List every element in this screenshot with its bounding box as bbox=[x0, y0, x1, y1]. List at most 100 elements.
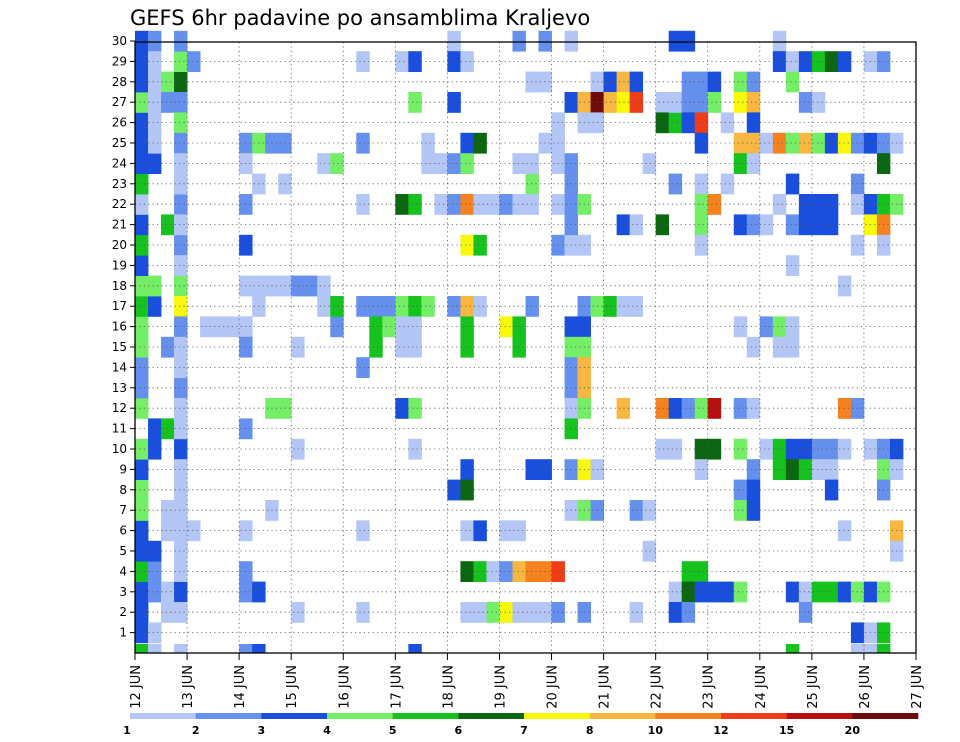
heatmap-cell bbox=[759, 214, 774, 236]
heatmap-cell bbox=[460, 296, 474, 317]
heatmap-cell bbox=[512, 153, 526, 174]
heatmap-cell bbox=[707, 71, 722, 93]
heatmap-cell bbox=[785, 214, 800, 236]
heatmap-cell bbox=[135, 194, 149, 215]
heatmap-cell bbox=[629, 71, 644, 93]
heatmap-cell bbox=[798, 438, 813, 460]
heatmap-cell bbox=[616, 398, 631, 419]
heatmap-cell bbox=[655, 112, 670, 134]
y-tick-label: 21 bbox=[112, 218, 127, 232]
heatmap-cell bbox=[499, 316, 513, 338]
heatmap-cell bbox=[408, 194, 422, 215]
heatmap-cell bbox=[148, 622, 162, 644]
heatmap-cell bbox=[135, 540, 149, 562]
colorbar-segment bbox=[852, 713, 919, 719]
heatmap-cell bbox=[135, 316, 149, 338]
colorbar-segment bbox=[392, 713, 459, 719]
y-tick-label: 1 bbox=[119, 626, 127, 640]
heatmap-cell bbox=[460, 479, 474, 501]
colorbar-label: 1 bbox=[123, 724, 131, 737]
heatmap-cell bbox=[785, 71, 800, 93]
heatmap-cell bbox=[395, 316, 409, 338]
heatmap-cell bbox=[499, 520, 513, 542]
heatmap-cell bbox=[837, 398, 852, 419]
heatmap-cell bbox=[148, 153, 162, 174]
x-tick-label: 24 JUN bbox=[754, 665, 769, 709]
heatmap-cell bbox=[798, 602, 813, 623]
heatmap-cell bbox=[694, 561, 709, 582]
heatmap-cell bbox=[746, 479, 761, 501]
heatmap-cell bbox=[174, 316, 188, 338]
heatmap-cell bbox=[746, 459, 761, 480]
heatmap-cell bbox=[486, 194, 500, 215]
heatmap-cell bbox=[785, 644, 800, 653]
heatmap-cell bbox=[395, 398, 409, 419]
heatmap-cell bbox=[460, 153, 474, 174]
heatmap-cell bbox=[694, 92, 709, 113]
heatmap-cell bbox=[512, 561, 526, 582]
heatmap-cell bbox=[824, 479, 839, 501]
heatmap-cell bbox=[174, 602, 188, 623]
x-tick-label: 19 JUN bbox=[493, 665, 508, 709]
heatmap-cell bbox=[135, 30, 149, 52]
heatmap-cell bbox=[382, 316, 396, 338]
heatmap-cell bbox=[720, 581, 735, 603]
heatmap-cell bbox=[668, 438, 683, 460]
heatmap-cell bbox=[330, 296, 344, 317]
y-tick-label: 18 bbox=[112, 279, 127, 293]
colorbar-segment bbox=[655, 713, 722, 719]
heatmap-cell bbox=[668, 112, 683, 134]
heatmap-cell bbox=[174, 336, 188, 358]
heatmap-cell bbox=[135, 255, 149, 276]
heatmap-cell bbox=[148, 644, 162, 653]
heatmap-cell bbox=[668, 173, 683, 195]
heatmap-cell bbox=[161, 336, 175, 358]
heatmap-cell bbox=[460, 459, 474, 480]
heatmap-cell bbox=[460, 520, 474, 542]
heatmap-cell bbox=[876, 644, 891, 653]
heatmap-cell bbox=[772, 132, 787, 154]
x-tick-label: 25 JUN bbox=[806, 665, 821, 709]
heatmap-cell bbox=[473, 520, 487, 542]
heatmap-cell bbox=[135, 398, 149, 419]
heatmap-cell bbox=[174, 398, 188, 419]
heatmap-cell bbox=[447, 92, 461, 113]
y-tick-label: 11 bbox=[112, 422, 127, 436]
heatmap-cell bbox=[135, 71, 149, 93]
heatmap-cell bbox=[837, 51, 852, 72]
colorbar-label: 3 bbox=[258, 724, 266, 737]
heatmap-cell bbox=[460, 602, 474, 623]
heatmap-cell bbox=[694, 438, 709, 460]
heatmap-cell bbox=[798, 459, 813, 480]
heatmap-cell bbox=[174, 234, 188, 256]
heatmap-cell bbox=[668, 581, 683, 603]
colorbar-segment bbox=[327, 713, 393, 719]
heatmap-cell bbox=[174, 644, 188, 653]
heatmap-cell bbox=[746, 336, 761, 358]
heatmap-cell bbox=[447, 296, 461, 317]
heatmap-cell bbox=[174, 500, 188, 521]
heatmap-cell bbox=[629, 602, 644, 623]
heatmap-cell bbox=[525, 602, 539, 623]
heatmap-cell bbox=[174, 51, 188, 72]
y-tick-label: 27 bbox=[112, 95, 127, 109]
heatmap-cell bbox=[837, 275, 852, 297]
heatmap-cell bbox=[538, 30, 552, 52]
heatmap-cell bbox=[811, 459, 826, 480]
heatmap-cell bbox=[356, 520, 370, 542]
heatmap-cell bbox=[772, 194, 787, 215]
heatmap-cell bbox=[447, 30, 461, 52]
y-tick-label: 6 bbox=[119, 524, 127, 538]
heatmap-cell bbox=[395, 51, 409, 72]
heatmap-cell bbox=[460, 194, 474, 215]
colorbar-segment bbox=[786, 713, 853, 719]
heatmap-cell bbox=[239, 644, 253, 653]
x-tick-label: 12 JUN bbox=[129, 665, 144, 709]
colorbar-segment bbox=[589, 713, 656, 719]
heatmap-cell bbox=[317, 275, 331, 297]
heatmap-cell bbox=[395, 194, 409, 215]
heatmap-cell bbox=[135, 112, 149, 134]
heatmap-cell bbox=[460, 316, 474, 338]
heatmap-cell bbox=[733, 92, 748, 113]
heatmap-cell bbox=[733, 581, 748, 603]
